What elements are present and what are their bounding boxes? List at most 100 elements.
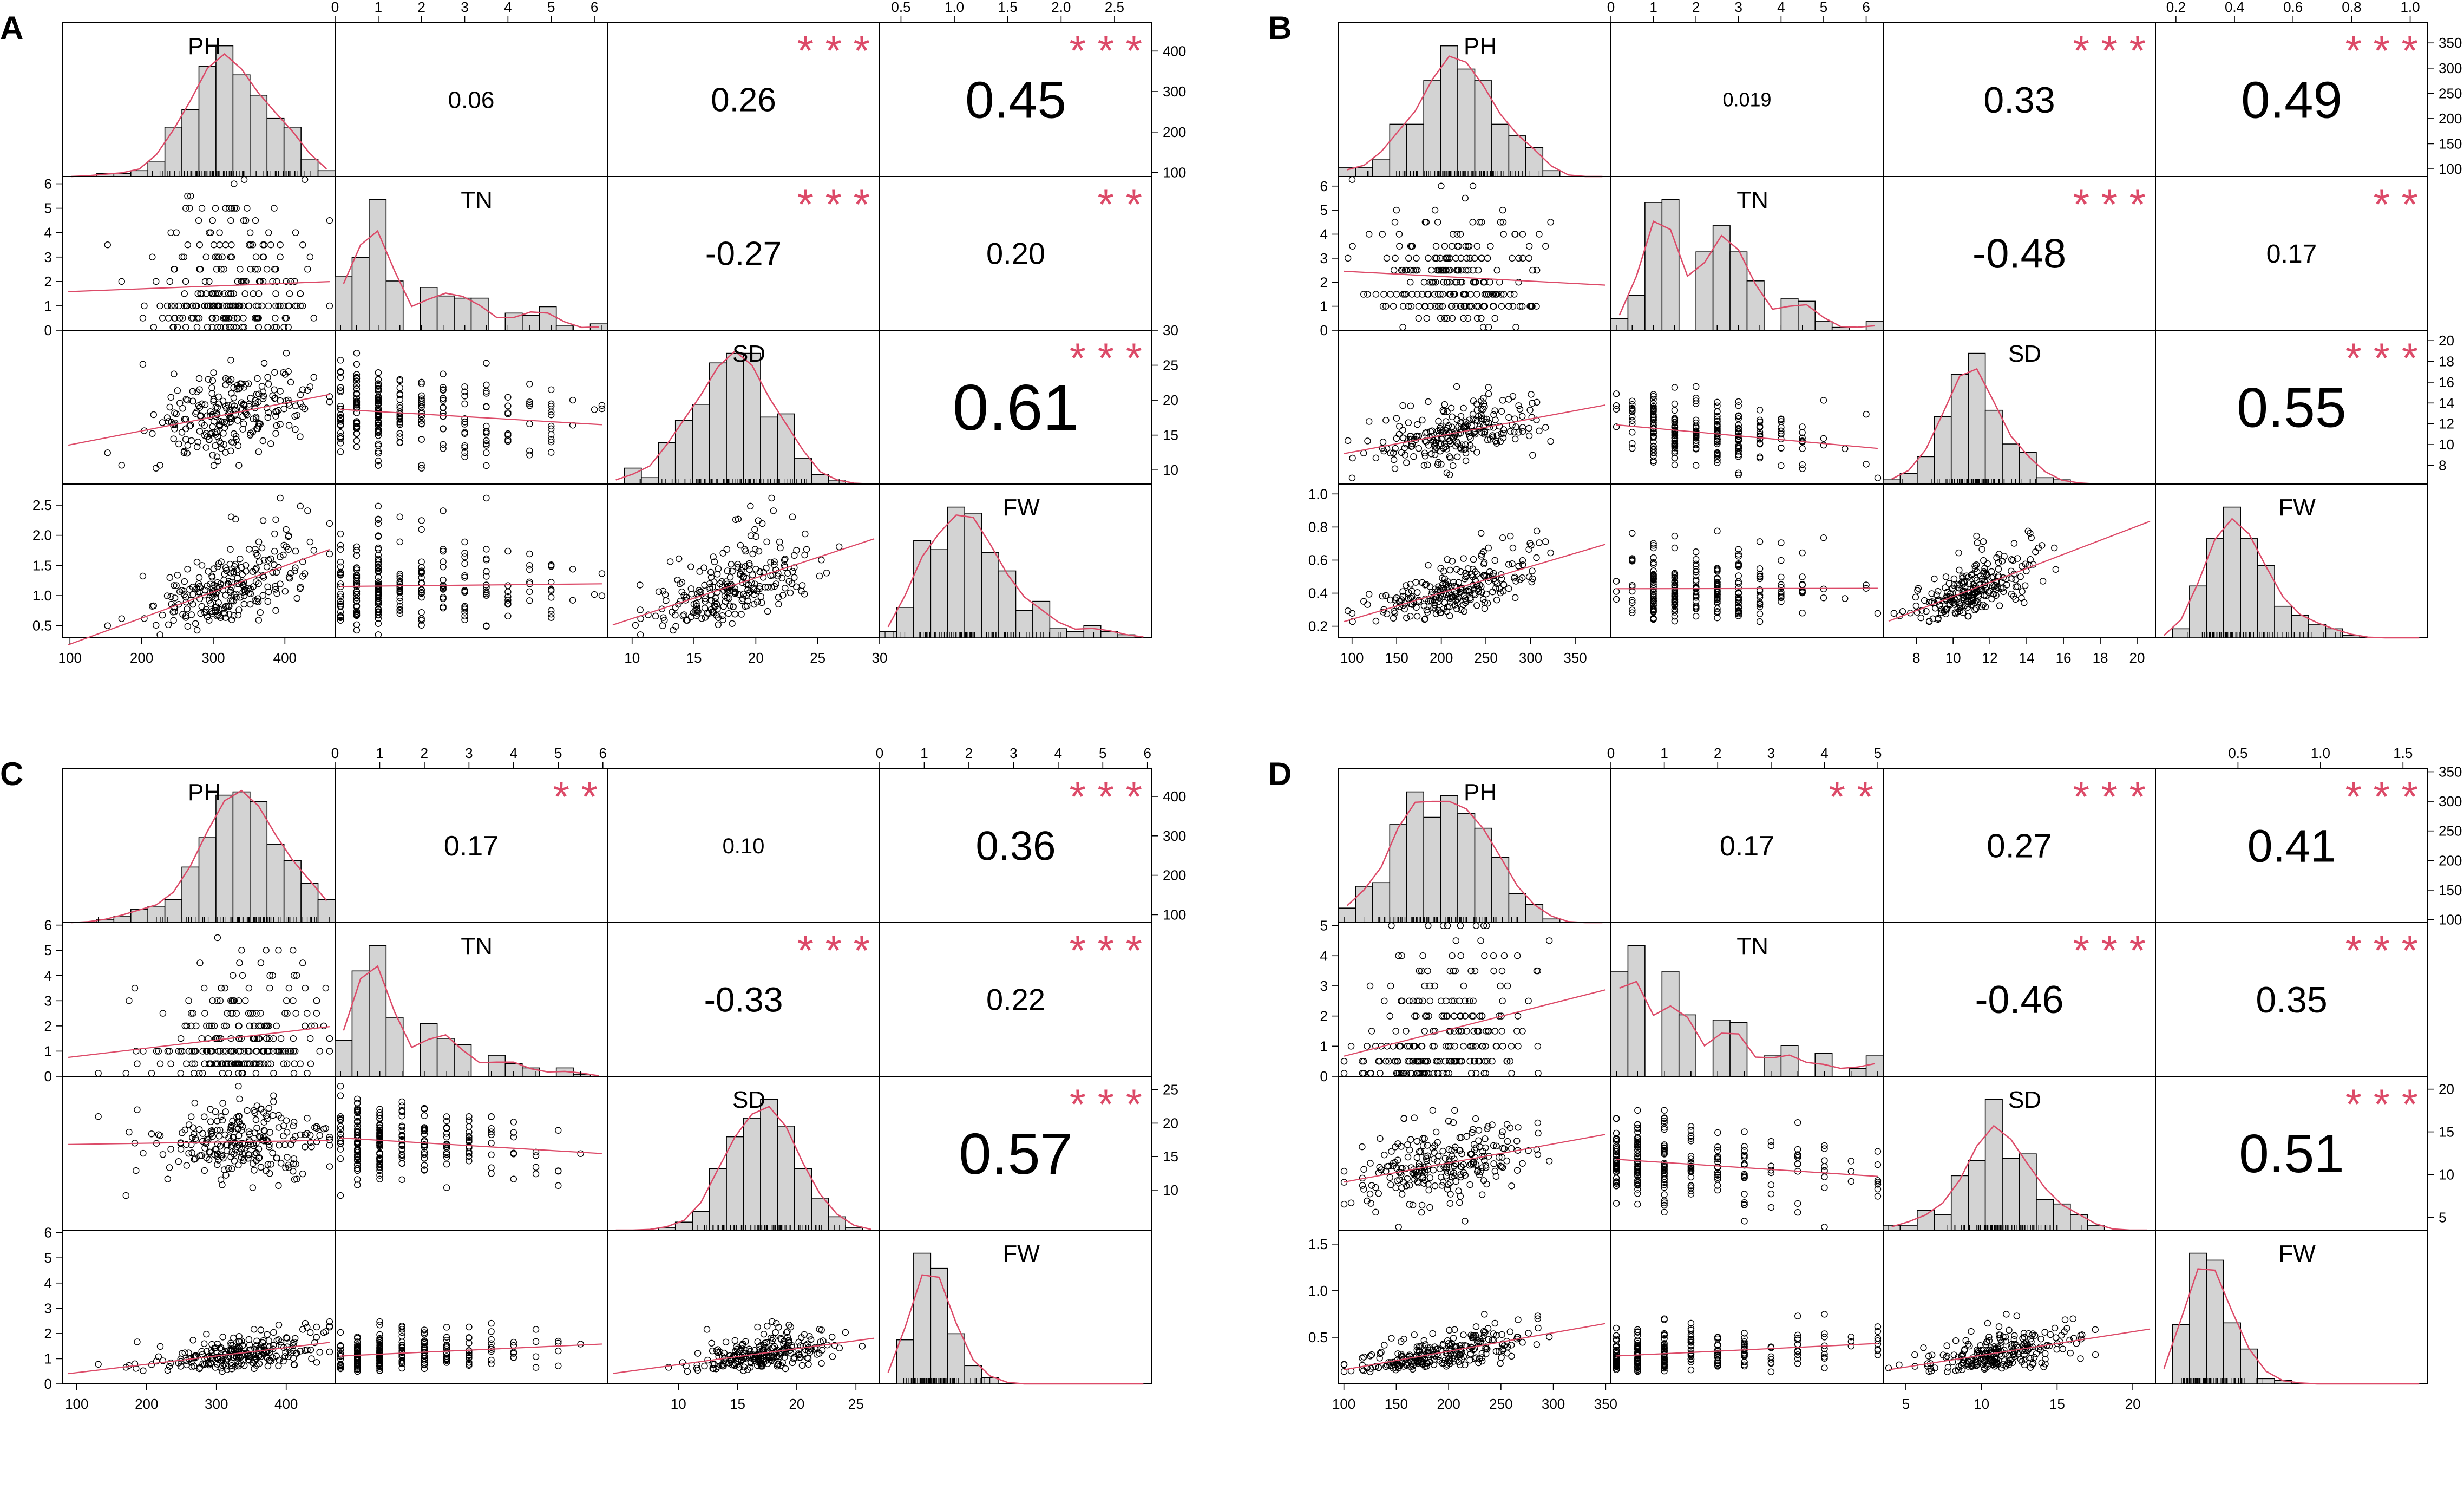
fit-line [68,394,330,446]
scatter-point [148,1070,155,1077]
scatter-point [337,563,344,570]
scatter-point [418,436,425,443]
scatter-point [1526,540,1534,547]
scatter-point [213,453,221,460]
scatter-point [255,315,262,322]
scatter-point [218,445,225,452]
scatter-point [1650,459,1657,466]
scatter-point [1735,412,1742,419]
scatter-point [231,1157,238,1165]
scatter-point [302,1022,309,1030]
scatter-point [292,564,299,571]
scatter-point [221,984,228,992]
scatter-point [1432,243,1440,250]
scatter-point [1980,557,1987,564]
cell-FW-PH [1338,483,1611,638]
scatter-point [1890,610,1898,617]
scatter-point [167,1146,174,1153]
scatter-point [396,513,403,520]
significance-stars: * * [1098,180,1142,228]
scatter-point [466,1123,473,1130]
scatter-point [227,589,234,596]
scatter-point [237,380,244,387]
axis-tick-label: 200 [1163,124,1186,140]
scatter-point [247,266,254,273]
scatter-point [771,583,778,590]
scatter-point [1419,416,1426,424]
scatter-point [1457,446,1465,453]
scatter-point [440,563,447,571]
histogram-bar [1372,159,1391,177]
scatter-point [166,278,173,285]
scatter-point [1735,424,1742,432]
scatter-point [1390,608,1398,615]
scatter-point [1349,454,1356,462]
scatter-point [228,616,235,623]
scatter-point [731,590,739,597]
scatter-point [227,447,234,455]
scatter-point [1460,424,1467,431]
scatter-point [756,585,763,592]
scatter-point [207,302,214,310]
scatter-point [211,302,219,310]
scatter-point [1441,243,1449,250]
histogram-bar [1883,479,1901,485]
scatter-point [1650,400,1657,407]
scatter-point [182,396,190,403]
scatter-point [353,547,361,554]
scatter-point [548,422,555,430]
scatter-point [835,543,843,551]
fit-line [68,548,330,645]
scatter-point [1382,303,1390,310]
scatter-point [253,391,260,398]
scatter-point [1432,279,1439,286]
scatter-point [1692,397,1700,404]
axis-tick-label: 300 [2439,60,2462,76]
scatter-point [1971,574,1979,582]
histogram-bar [266,844,285,923]
scatter-point [281,1141,289,1148]
scatter-point [260,360,268,367]
scatter-point [1735,572,1742,579]
scatter-point [1413,254,1420,262]
scatter-point [182,612,189,619]
scatter-point [548,386,555,393]
scatter-point [95,1070,102,1077]
histogram-bar [369,945,387,1077]
scatter-point [740,590,747,598]
axis-tick-label: 0.8 [2342,0,2361,15]
scatter-point [1462,449,1470,457]
scatter-point [1493,432,1500,439]
scatter-point [1447,291,1454,298]
scatter-point [1956,566,1963,574]
scatter-point [655,588,663,596]
scatter-point [272,266,279,273]
scatter-point [375,422,382,429]
significance-stars: * * * [2073,180,2146,228]
scatter-point [726,573,734,581]
scatter-point [548,411,555,419]
histogram-bar [283,860,302,923]
scatter-point [213,583,221,590]
scatter-point [440,593,447,601]
scatter-point [181,302,188,310]
scatter-point [337,435,344,442]
scatter-point [231,180,238,187]
scatter-point [1533,554,1540,561]
scatter-point [1500,430,1507,437]
scatter-point [187,192,194,200]
cell-PH-PH: PH [62,22,336,178]
axis-tick-label: 2 [1692,0,1700,15]
scatter-point [1476,423,1483,430]
scatter-point [198,562,206,569]
histogram-bar [1780,298,1799,331]
significance-stars: * * * [2073,27,2146,74]
scatter-point [598,592,606,599]
scatter-point [1799,573,1806,580]
scatter-point [1671,443,1679,450]
scatter-point [277,421,284,428]
scatter-point [353,578,361,585]
scatter-point [1671,430,1679,437]
axis-tick-label: 300 [201,650,225,666]
scatter-point [1533,416,1540,423]
